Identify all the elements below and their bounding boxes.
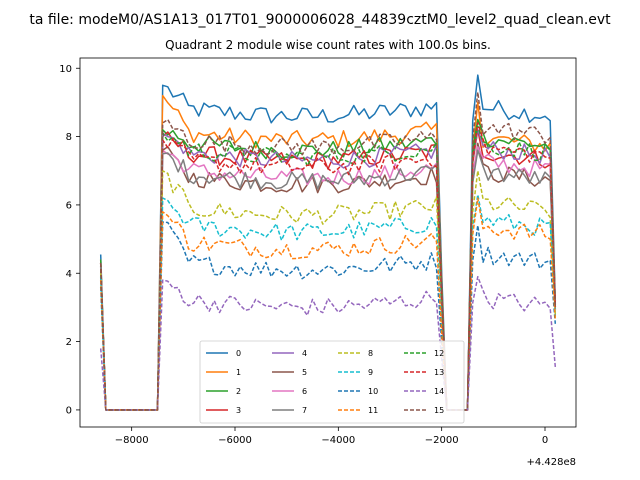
- legend-label-11: 11: [368, 406, 378, 415]
- x-tick-label: −6000: [218, 435, 252, 446]
- series-line-12: [99, 125, 557, 411]
- y-tick-label: 6: [66, 200, 72, 211]
- series-layer: [99, 74, 557, 411]
- y-tick-label: 4: [66, 269, 72, 280]
- figure-suptitle: ta file: modeM0/AS1A13_017T01_9000006028…: [29, 12, 611, 28]
- legend-label-10: 10: [368, 387, 378, 396]
- x-tick-label: −2000: [425, 435, 459, 446]
- legend-label-9: 9: [368, 368, 373, 377]
- series-line-1: [99, 94, 557, 411]
- legend-label-12: 12: [434, 349, 444, 358]
- legend-label-14: 14: [434, 387, 444, 396]
- series-line-13: [99, 122, 557, 411]
- legend-label-8: 8: [368, 349, 373, 358]
- legend-label-7: 7: [302, 406, 307, 415]
- legend-label-3: 3: [236, 406, 241, 415]
- series-line-8: [99, 170, 557, 411]
- series-line-6: [99, 146, 557, 411]
- series-line-11: [99, 197, 557, 411]
- y-tick-label: 0: [66, 405, 72, 416]
- series-line-7: [99, 149, 557, 411]
- legend-label-5: 5: [302, 368, 307, 377]
- legend-label-13: 13: [434, 368, 444, 377]
- legend-label-15: 15: [434, 406, 444, 415]
- series-line-15: [99, 91, 557, 411]
- series-line-14: [99, 275, 557, 411]
- y-tick-label: 2: [66, 337, 72, 348]
- x-offset-label: +4.428e8: [526, 457, 576, 468]
- series-line-2: [99, 118, 557, 411]
- x-tick-label: 0: [542, 435, 548, 446]
- y-tick-label: 10: [59, 64, 72, 75]
- series-line-4: [99, 129, 557, 411]
- x-tick-label: −8000: [115, 435, 149, 446]
- chart-title: Quadrant 2 module wise count rates with …: [165, 38, 491, 52]
- legend-label-4: 4: [302, 349, 307, 358]
- legend-label-2: 2: [236, 387, 241, 396]
- legend-label-6: 6: [302, 387, 307, 396]
- legend-label-1: 1: [236, 368, 241, 377]
- x-tick-label: −4000: [321, 435, 355, 446]
- plot-frame: [79, 57, 577, 428]
- series-line-0: [99, 74, 557, 411]
- legend-box: [199, 340, 465, 424]
- legend-label-0: 0: [236, 349, 241, 358]
- y-tick-label: 8: [66, 132, 72, 143]
